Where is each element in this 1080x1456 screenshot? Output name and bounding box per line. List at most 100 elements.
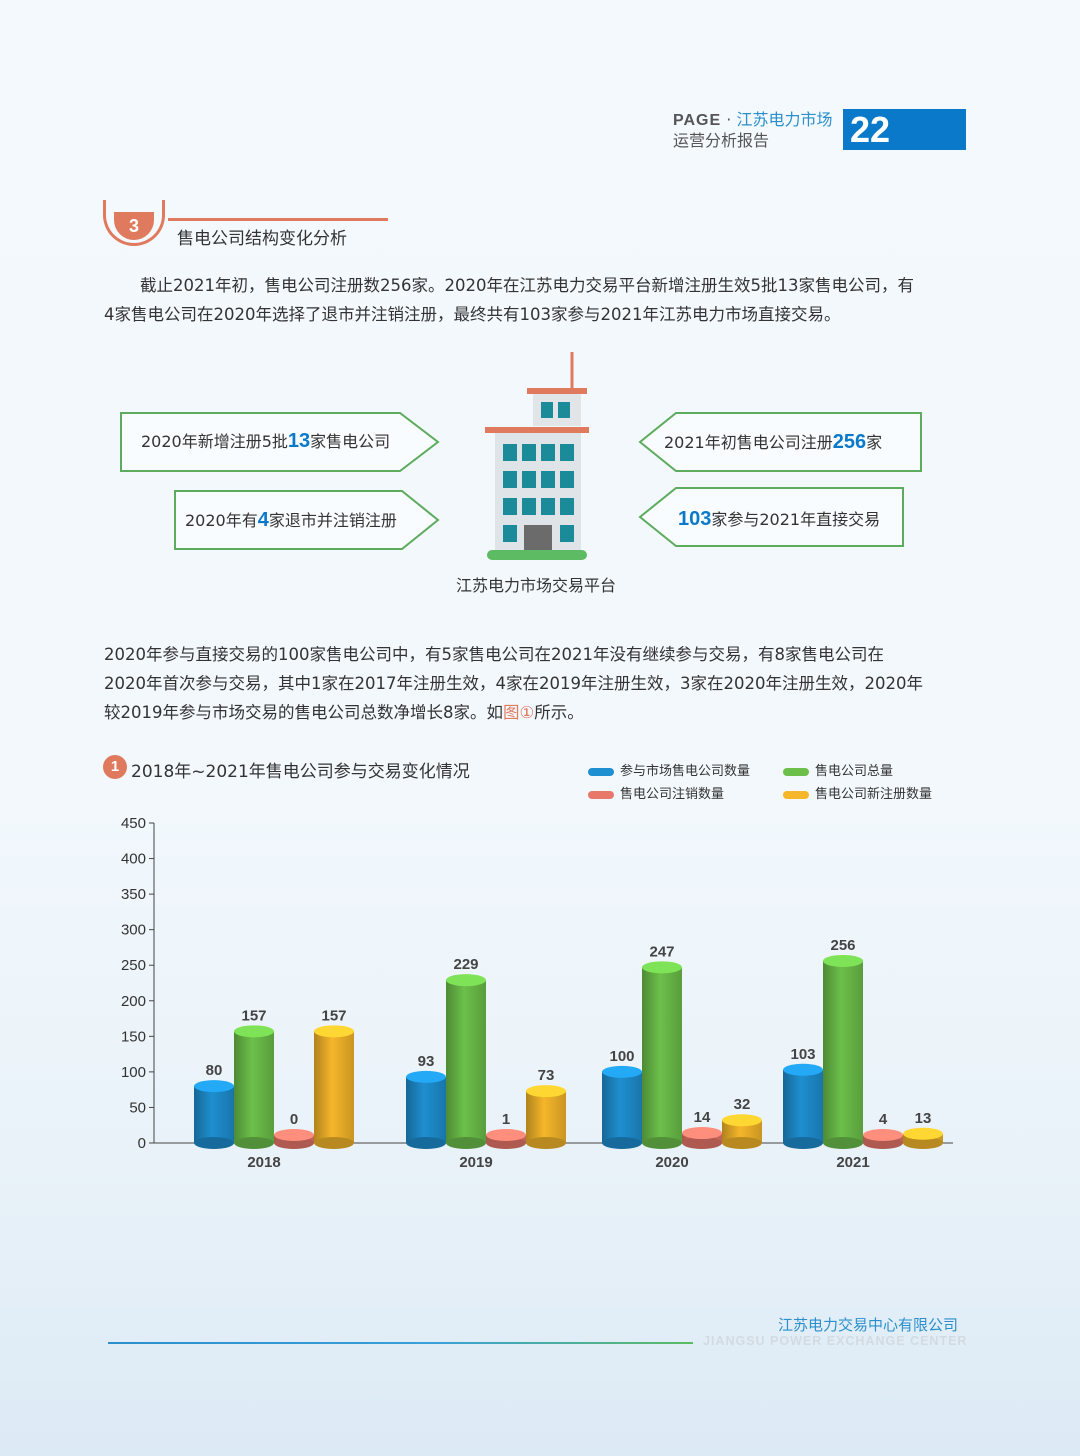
tag-total-registered: 2021年初售电公司注册256家 [664,429,882,454]
bar-cap [234,1025,274,1038]
bar-cap [274,1129,314,1141]
bar-1e8fd0-2019 [406,1076,446,1143]
y-tick-label: 400 [121,851,146,868]
bar-1e8fd0-2021 [783,1069,823,1143]
x-category-label: 2019 [459,1154,492,1171]
page-number-box [843,109,966,150]
tag4-number: 103 [678,508,712,530]
legend-label-deregistered: 售电公司注销数量 [620,787,725,802]
data-label: 157 [321,1007,346,1024]
platform-label: 江苏电力市场交易平台 [456,576,617,595]
infographic-shapes [120,352,922,560]
x-category-label: 2018 [247,1154,280,1171]
y-tick-label: 0 [138,1135,146,1152]
paragraph-1: 截止2021年初，售电公司注册数256家。2020年在江苏电力交易平台新增注册生… [104,271,974,329]
bar-6cc04a-2018 [234,1031,274,1143]
tag1-pre: 2020年新增注册5批 [141,432,288,451]
legend-swatch-blue [588,767,614,776]
tag-participating: 103家参与2021年直接交易 [678,506,880,531]
data-label: 256 [830,937,855,954]
bar-6cc04a-2019 [446,980,486,1143]
tag-shape-4 [638,487,904,547]
tag2-pre: 2020年有 [185,511,258,530]
bar-cap [314,1025,354,1038]
bar-6cc04a-2020 [642,967,682,1143]
y-tick-label: 450 [121,815,146,832]
data-label: 247 [649,943,674,960]
legend-item-total: 售电公司总量 [783,760,893,779]
y-tick-label: 300 [121,922,146,939]
footer-rule [108,1342,693,1344]
bar-base [602,1137,642,1149]
y-tick-label: 350 [121,886,146,903]
bar-cap [783,1063,823,1076]
bar-cap [903,1127,943,1140]
paragraph-2-line-3-pre: 较2019年参与市场交易的售电公司总数净增长8家。如 [104,703,503,722]
bar-base [642,1137,682,1149]
data-label: 32 [734,1096,751,1113]
chart-title: 2018年~2021年售电公司参与交易变化情况 [131,762,470,782]
bar-cap [863,1129,903,1141]
figure-reference: 图① [503,703,535,722]
tag-new-registrations: 2020年新增注册5批13家售电公司 [141,428,390,453]
data-label: 103 [790,1046,815,1063]
legend-label-participating: 参与市场售电公司数量 [620,764,751,779]
legend-item-participating: 参与市场售电公司数量 [588,760,750,779]
section-title: 售电公司结构变化分析 [177,229,347,249]
x-category-label: 2021 [836,1154,869,1171]
bar-6cc04a-2021 [823,960,863,1143]
section-badge-ring [103,200,165,246]
tag3-number: 256 [832,431,867,453]
bar-cap [486,1129,526,1141]
paragraph-2-line-3-post: 所示。 [534,703,584,722]
tag-shape-3 [638,412,922,472]
tag3-pre: 2021年初售电公司注册 [664,433,833,452]
bar-base [406,1137,446,1149]
header-dot: · [726,110,732,129]
header-report: 运营分析报告 [673,131,770,150]
bar-cap [602,1065,642,1078]
legend-label-total: 售电公司总量 [815,764,894,779]
legend-item-deregistered: 售电公司注销数量 [588,783,724,802]
section-number: 3 [128,216,139,236]
bar-base [903,1137,943,1149]
bar-cap [722,1114,762,1127]
bar-base [526,1137,566,1149]
y-tick-label: 150 [121,1028,146,1045]
bar-cap [823,954,863,967]
tag4-post: 家参与2021年直接交易 [711,510,881,529]
y-tick-label: 250 [121,957,146,974]
bar-base [446,1137,486,1149]
bar-1e8fd0-2018 [194,1086,234,1143]
legend-item-new: 售电公司新注册数量 [783,783,932,802]
bar-f5b62a-2018 [314,1031,354,1143]
y-tick-label: 50 [129,1099,146,1116]
tag2-number: 4 [257,509,269,531]
data-label: 100 [609,1048,634,1065]
tag1-post: 家售电公司 [310,432,391,451]
data-label: 14 [694,1109,711,1126]
data-label: 229 [453,956,478,973]
page-word: PAGE [673,112,722,129]
tag-deregistrations: 2020年有4家退市并注销注册 [185,507,397,532]
tag-shape-1 [120,412,440,472]
legend-swatch-green [783,767,809,776]
bar-base [194,1137,234,1149]
bar-base [783,1137,823,1149]
bar-cap [406,1070,446,1083]
legend-swatch-yellow [783,790,809,799]
footer-company-en: JIANGSU POWER EXCHANGE CENTER [703,1334,968,1348]
header-market: 江苏电力市场 [736,110,833,129]
tag3-post: 家 [866,433,883,452]
data-label: 1 [502,1111,510,1128]
bar-base [234,1137,274,1149]
bar-cap [682,1127,722,1140]
y-tick-label: 200 [121,993,146,1010]
data-label: 73 [538,1067,555,1084]
tag2-post: 家退市并注销注册 [268,511,397,530]
data-label: 0 [290,1111,298,1128]
data-label: 80 [206,1062,223,1079]
footer-company-cn: 江苏电力交易中心有限公司 [778,1316,959,1334]
paragraph-2-line-2: 2020年首次参与交易，其中1家在2017年注册生效，4家在2019年注册生效，… [104,674,923,693]
paragraph-2-line-3: 较2019年参与市场交易的售电公司总数净增长8家。如图①所示。 [104,698,974,727]
